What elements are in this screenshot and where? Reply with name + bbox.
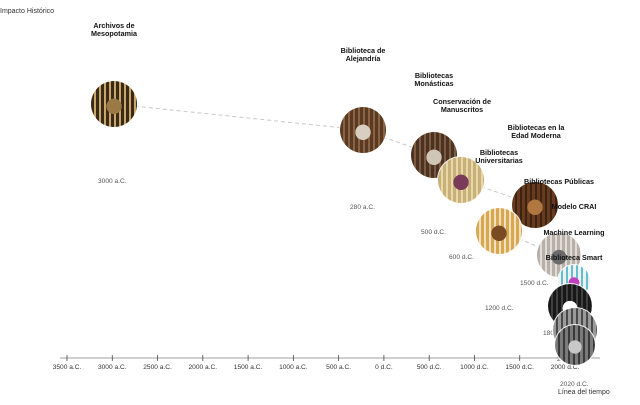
milestone-title-line: Conservación de xyxy=(433,97,491,106)
milestone-date: 2020 d.C. xyxy=(560,381,589,388)
milestone-title: Conservación de Manuscritos xyxy=(417,98,507,114)
milestone-title-line: Biblioteca de xyxy=(340,46,386,55)
milestone-title-line: Alejandría xyxy=(345,54,381,63)
tick-label: 2000 d.C. xyxy=(550,364,580,371)
tick-label: 2500 a.C. xyxy=(143,364,172,371)
milestone-photo[interactable] xyxy=(555,325,595,365)
milestone-title-line: Manuscritos xyxy=(440,105,484,114)
tick-label: 1000 a.C. xyxy=(279,364,308,371)
tick-label: 2000 a.C. xyxy=(188,364,218,371)
milestone-title: Bibliotecas Públicas xyxy=(514,178,604,186)
connector-line xyxy=(113,103,364,131)
milestone-title-line: Mesopotamia xyxy=(91,29,137,38)
tick-label: 1500 d.C. xyxy=(505,364,535,371)
milestone-photo[interactable] xyxy=(476,208,522,254)
tick-label: 3000 a.C. xyxy=(97,364,127,371)
milestone-title-line: Monásticas xyxy=(414,79,454,88)
connector-line xyxy=(362,129,435,156)
tick-label: 1000 d.C. xyxy=(460,364,489,371)
milestone-title: Archivos de Mesopotamia xyxy=(69,22,159,38)
tick-label: 3500 a.C. xyxy=(52,364,82,371)
milestone-title: Bibliotecas Monásticas xyxy=(389,72,479,88)
milestone-title-line: Modelo CRAI xyxy=(551,202,597,211)
milestone-title-line: Bibliotecas Públicas xyxy=(524,177,594,186)
milestone-title-line: Universitarias xyxy=(475,156,523,165)
milestone-title-line: Bibliotecas en la xyxy=(507,123,565,132)
milestone-title-line: Biblioteca Smart xyxy=(545,253,603,262)
milestone-date: 1200 d.C. xyxy=(485,305,514,312)
milestone-title-line: Bibliotecas xyxy=(414,71,454,80)
milestone-title-line: Machine Learning xyxy=(543,228,605,237)
milestone-photo[interactable] xyxy=(438,157,484,203)
milestone-date: 1500 d.C. xyxy=(520,280,549,287)
milestone-date: 3000 a.C. xyxy=(98,178,127,185)
tick-label: 0 d.C. xyxy=(375,364,393,371)
milestone-date: 600 d.C. xyxy=(449,254,474,261)
milestone-date: 500 d.C. xyxy=(421,229,446,236)
milestone-title: Biblioteca Smart xyxy=(529,254,619,262)
milestone-title: Bibliotecas en la Edad Moderna xyxy=(491,124,581,140)
tick-label: 500 d.C. xyxy=(416,364,442,371)
milestone-photo[interactable] xyxy=(340,107,386,153)
milestone-date: 280 a.C. xyxy=(350,204,375,211)
milestone-title: Machine Learning xyxy=(529,229,619,237)
milestone-title-line: Archivos de xyxy=(93,21,135,30)
milestone-title-line: Edad Moderna xyxy=(511,131,561,140)
milestone-title: Bibliotecas Universitarias xyxy=(454,149,544,165)
x-axis-label: Línea del tiempo xyxy=(558,389,610,396)
milestone-title: Biblioteca de Alejandría xyxy=(318,47,408,63)
milestone-title: Modelo CRAI xyxy=(529,203,619,211)
y-axis-label: Impacto Histórico xyxy=(0,8,55,15)
milestone-title-line: Bibliotecas xyxy=(479,148,519,157)
tick-label: 1500 a.C. xyxy=(233,364,263,371)
tick-label: 500 a.C. xyxy=(326,364,352,371)
milestone-photo[interactable] xyxy=(91,81,137,127)
